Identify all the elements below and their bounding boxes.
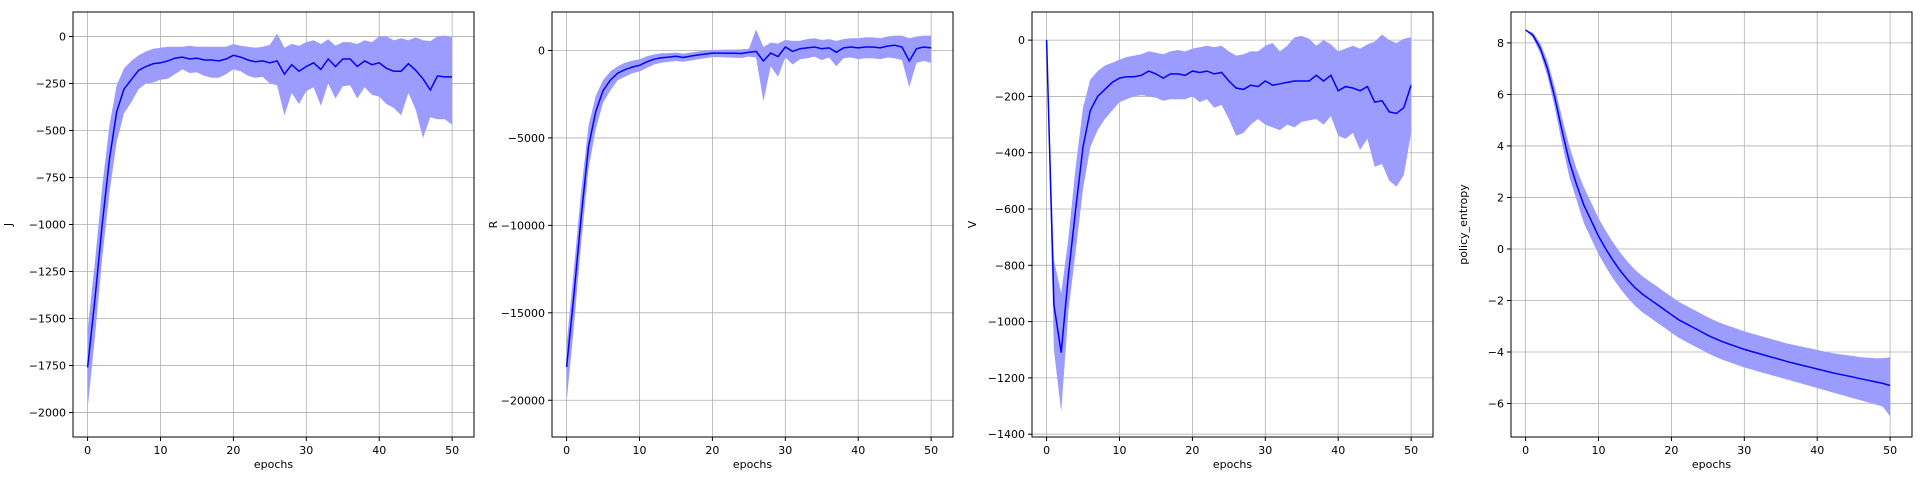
y-tick-label: −2000 — [29, 407, 66, 420]
y-tick-label: −1500 — [29, 313, 66, 326]
y-tick-label: −400 — [995, 147, 1025, 160]
subplot-policy-entropy: 0 10 20 30 40 5086420−2−4−6epochspolicy_entro… — [1457, 11, 1913, 471]
y-axis-label: J — [2, 223, 15, 227]
y-tick-label: 0 — [59, 30, 66, 43]
x-tick-label: 20 — [1664, 444, 1678, 457]
y-tick-label: −800 — [995, 259, 1025, 272]
std-band — [87, 33, 453, 409]
y-axis-label: policy_entropy — [1457, 184, 1470, 265]
y-tick-label: 0 — [1497, 243, 1504, 256]
x-tick-label: 20 — [705, 444, 719, 457]
y-axis-label: R — [487, 220, 500, 228]
y-tick-label: −5000 — [508, 132, 545, 145]
x-tick-label: 20 — [1185, 444, 1199, 457]
std-band — [566, 29, 932, 402]
x-tick-label: 10 — [1112, 444, 1126, 457]
x-tick-label: 50 — [924, 444, 938, 457]
y-tick-label: −15000 — [501, 307, 545, 320]
x-tick-label: 10 — [1591, 444, 1605, 457]
y-tick-label: −750 — [36, 171, 66, 184]
y-tick-label: −200 — [995, 90, 1025, 103]
x-tick-label: 50 — [1404, 444, 1418, 457]
y-tick-label: −1400 — [988, 428, 1025, 441]
x-tick-label: 0 — [1043, 444, 1050, 457]
y-tick-label: 8 — [1497, 37, 1504, 50]
y-tick-label: −500 — [36, 124, 66, 137]
x-tick-label: 30 — [1737, 444, 1751, 457]
x-tick-label: 30 — [1258, 444, 1272, 457]
x-tick-label: 40 — [1331, 444, 1345, 457]
y-tick-label: −10000 — [501, 219, 545, 232]
y-tick-label: 0 — [538, 44, 545, 57]
x-tick-label: 30 — [299, 444, 313, 457]
axes-frame — [1510, 11, 1913, 438]
x-tick-label: 50 — [445, 444, 459, 457]
y-tick-label: 0 — [1018, 34, 1025, 47]
mean-line — [565, 44, 932, 368]
y-tick-label: −1750 — [29, 360, 66, 373]
y-tick-label: 2 — [1497, 191, 1504, 204]
x-tick-label: 30 — [778, 444, 792, 457]
x-axis-label: epochs — [733, 458, 772, 471]
x-tick-label: 40 — [851, 444, 865, 457]
x-tick-label: 10 — [632, 444, 646, 457]
y-tick-label: 6 — [1497, 88, 1504, 101]
x-axis-label: epochs — [254, 458, 293, 471]
x-tick-label: 10 — [153, 444, 167, 457]
subplot-R: 0 10 20 30 40 50 0 −5000 −10000 −15000 −20000 epoch… — [487, 11, 954, 471]
y-tick-label: −1200 — [988, 372, 1025, 385]
subplot-J: 0 10 20 30 40 50 0 −250 −500 −750 −1000 −1250 −1500 −… — [2, 11, 475, 471]
x-tick-label: 40 — [1810, 444, 1824, 457]
y-tick-label: −20000 — [501, 394, 545, 407]
y-tick-label: −6 — [1488, 398, 1504, 411]
x-tick-label: 50 — [1883, 444, 1897, 457]
y-axis-label: V — [966, 220, 979, 228]
std-band — [1525, 30, 1891, 417]
y-tick-label: −1250 — [29, 266, 66, 279]
std-band — [1046, 34, 1412, 412]
x-axis-label: epochs — [1692, 458, 1731, 471]
y-tick-label: −600 — [995, 203, 1025, 216]
subplot-V: 0 10 20 30 40 50 0 −200 −400 −600 −800 −1000 −1200 −1… — [966, 11, 1434, 471]
mean-line — [1045, 40, 1412, 353]
y-tick-label: −250 — [36, 77, 66, 90]
x-tick-label: 0 — [1522, 444, 1529, 457]
y-tick-label: −2 — [1488, 294, 1504, 307]
axes-frame — [551, 11, 954, 438]
y-tick-label: −1000 — [29, 219, 66, 232]
y-tick-label: 4 — [1497, 140, 1504, 153]
x-tick-label: 0 — [84, 444, 91, 457]
x-axis-label: epochs — [1213, 458, 1252, 471]
mean-line — [1525, 29, 1891, 387]
y-tick-label: −1000 — [988, 316, 1025, 329]
x-tick-label: 0 — [563, 444, 570, 457]
y-tick-label: −4 — [1488, 346, 1504, 359]
axes-frame — [1031, 11, 1434, 438]
mean-line — [86, 54, 453, 368]
x-tick-label: 40 — [372, 444, 386, 457]
x-tick-label: 20 — [226, 444, 240, 457]
